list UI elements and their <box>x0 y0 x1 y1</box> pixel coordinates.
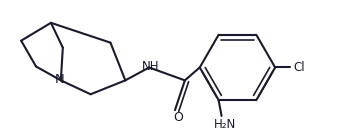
Text: O: O <box>173 111 183 124</box>
Text: N: N <box>55 73 65 86</box>
Text: H₂N: H₂N <box>213 118 236 131</box>
Text: NH: NH <box>142 60 159 73</box>
Text: Cl: Cl <box>293 61 305 74</box>
